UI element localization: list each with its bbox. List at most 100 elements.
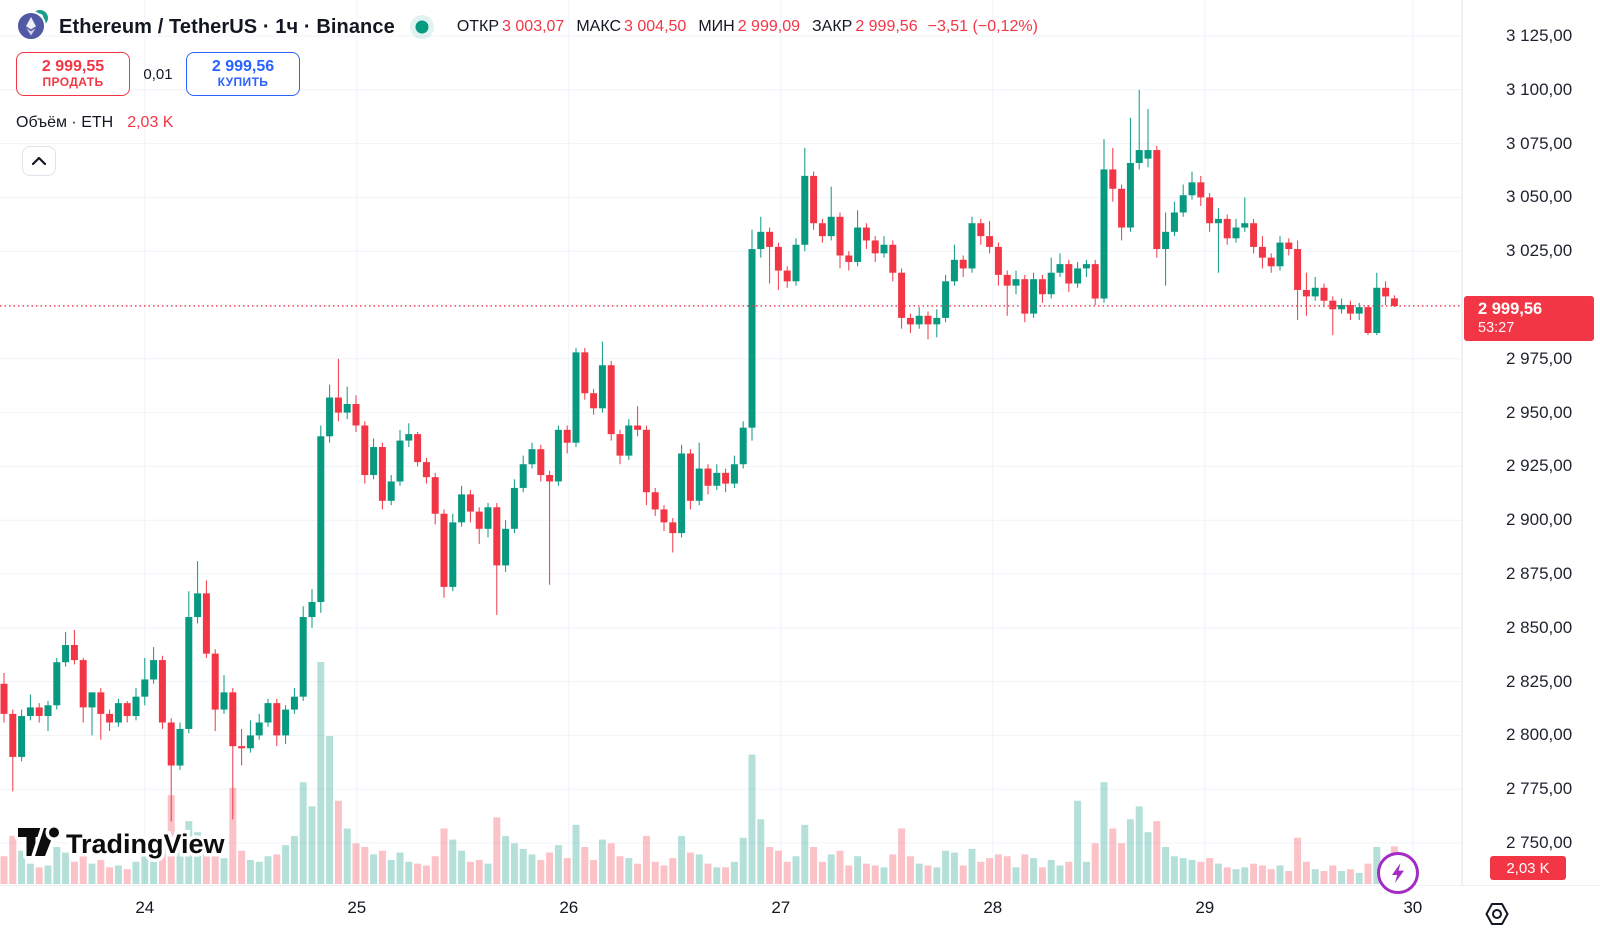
volume-bar — [994, 854, 1002, 884]
candle-body — [1250, 223, 1258, 247]
candle-body — [1056, 264, 1064, 273]
candle-body — [651, 492, 659, 510]
candle-body — [634, 425, 642, 430]
price-tick-label: 2 975,00 — [1506, 348, 1573, 368]
volume-bar — [968, 848, 976, 884]
candle-body — [1232, 227, 1240, 239]
volume-bar — [1091, 843, 1099, 884]
volume-bar — [1038, 867, 1046, 884]
candle-body — [959, 259, 967, 269]
volume-bar — [818, 861, 826, 884]
candle-body — [748, 249, 756, 428]
price-tick-label: 2 950,00 — [1506, 402, 1573, 422]
candle-body — [660, 509, 668, 523]
candle-body — [1294, 249, 1302, 290]
volume-bar — [458, 850, 466, 884]
volume-bar — [79, 854, 87, 884]
candle-body — [862, 227, 870, 241]
candle-body — [686, 453, 694, 501]
collapse-panel-button[interactable] — [22, 146, 56, 176]
candle-body — [308, 601, 316, 618]
candle-body — [774, 246, 782, 271]
high-value: 3 004,50 — [624, 18, 687, 35]
price-tick-label: 2 775,00 — [1506, 779, 1573, 799]
volume-label: Объём · ETH — [16, 114, 114, 131]
candle-body — [449, 522, 457, 587]
axis-settings-gear-icon[interactable] — [1482, 900, 1512, 933]
volume-bar — [766, 847, 774, 884]
candle-body — [440, 513, 448, 587]
volume-bar — [730, 861, 738, 884]
volume-bar — [546, 852, 554, 884]
volume-bar — [343, 828, 351, 884]
volume-bar — [1355, 872, 1363, 884]
volume-bar — [686, 852, 694, 884]
candle-body — [986, 236, 994, 247]
volume-bar — [1082, 861, 1090, 884]
volume-bar — [598, 839, 606, 884]
candle-body — [150, 660, 158, 680]
volume-bar — [1373, 847, 1381, 884]
volume-bar — [607, 843, 615, 884]
volume-bar — [1162, 847, 1170, 884]
volume-bar — [845, 865, 853, 884]
volume-bar — [660, 865, 668, 884]
candle-body — [810, 175, 818, 224]
volume-legend[interactable]: Объём · ETH 2,03 K — [16, 114, 173, 132]
volume-bar — [704, 863, 712, 884]
volume-bar — [53, 847, 61, 884]
volume-bar — [396, 852, 404, 884]
time-axis[interactable]: 24 25 26 27 28 29 30 — [0, 886, 1600, 936]
volume-bar — [1047, 859, 1055, 884]
volume-bar — [1109, 828, 1117, 884]
close-value: 2 999,56 — [855, 18, 918, 35]
price-tick-label: 3 125,00 — [1506, 26, 1573, 45]
candle-body — [933, 317, 941, 325]
candle-body — [352, 403, 360, 426]
volume-bar — [0, 856, 8, 884]
buy-label: КУПИТЬ — [217, 75, 269, 90]
chart-header: Ethereum / TetherUS · 1ч · Binance ОТКР 3… — [16, 9, 1038, 46]
ethereum-logo-icon[interactable] — [16, 9, 50, 46]
candle-body — [1047, 272, 1055, 295]
price-axis[interactable]: 2 999,56 53:27 2,03 K 3 125,00 3 100,00 3 … — [1462, 0, 1600, 886]
candle-body — [1197, 182, 1205, 198]
volume-bar — [299, 782, 307, 884]
candle-body — [299, 617, 307, 697]
volume-bar — [62, 852, 70, 884]
instant-order-lightning-button[interactable] — [1375, 850, 1421, 896]
volume-bar — [572, 824, 580, 884]
price-tick-label: 2 900,00 — [1506, 510, 1573, 530]
candle-body — [1126, 162, 1134, 228]
volume-bar — [273, 854, 281, 884]
candle-body — [132, 696, 140, 717]
candle-body — [1179, 195, 1187, 213]
candle-body — [317, 436, 325, 602]
buy-button[interactable]: 2 999,56 КУПИТЬ — [186, 52, 300, 96]
sell-button[interactable]: 2 999,55 ПРОДАТЬ — [16, 52, 130, 96]
close-label: ЗАКР — [811, 18, 853, 35]
symbol-title[interactable]: Ethereum / TetherUS · 1ч · Binance — [59, 15, 395, 38]
candle-body — [994, 246, 1002, 275]
candle-body — [97, 692, 105, 714]
volume-bar — [326, 736, 334, 884]
candle-body — [1320, 287, 1328, 301]
market-status-dot-icon[interactable] — [409, 14, 435, 40]
volume-bar — [484, 863, 492, 884]
volume-bar — [854, 856, 862, 884]
candle-body — [1162, 231, 1170, 250]
volume-bar — [537, 859, 545, 884]
volume-bar — [1250, 863, 1258, 884]
candle-body — [26, 707, 34, 717]
volume-bar — [1329, 865, 1337, 884]
candle-body — [924, 315, 932, 325]
candle-body — [1364, 307, 1372, 333]
volume-bar — [1056, 865, 1064, 884]
volume-bar — [1320, 871, 1328, 884]
candle-body — [1021, 279, 1029, 314]
volume-bar — [581, 847, 589, 884]
volume-badge: 2,03 K — [1490, 856, 1566, 880]
candle-body — [510, 487, 518, 529]
